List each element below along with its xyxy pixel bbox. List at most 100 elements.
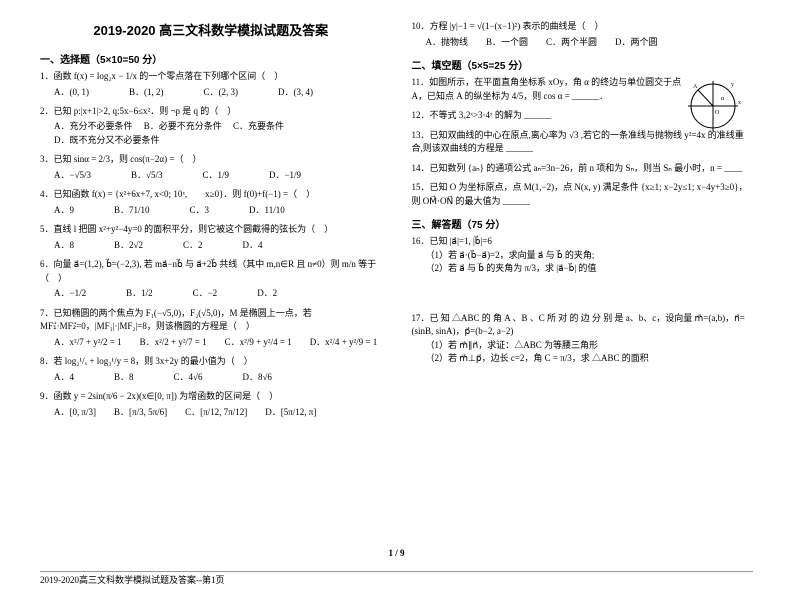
q7-text: 7．已知椭圆的两个焦点为 F₁(−√5,0)，F₂(√5,0)，M 是椭圆上一点… [40, 307, 382, 334]
q2-opt-c: C．充要条件 [233, 121, 284, 131]
section1-header: 一、选择题（5×10=50 分） [40, 51, 382, 66]
question-9: 9．函数 y = 2sin(π/6 − 2x)(x∈[0, π]) 为增函数的区… [40, 390, 382, 419]
q8-text: 8．若 log₂¹/ₓ + log₃¹/y = 8，则 3x+2y 的最小值为（… [40, 355, 382, 369]
q9-options: A．[0, π/3] B．[π/3, 5π/6] C．[π/12, 7π/12]… [54, 406, 382, 420]
q16-sub1: （1）若 a⃗·(b⃗−a⃗)=2，求向量 a⃗ 与 b⃗ 的夹角; [426, 249, 754, 263]
q9-opt-d: D．[5π/12, π] [265, 406, 316, 420]
q2-text: 2．已知 p:|x+1|>2, q:5x−6≤x²．则 ¬p 是 q 的（ ） [40, 105, 382, 119]
unit-circle-icon: y x O α A [683, 76, 743, 136]
question-11: 11．如图所示，在平面直角坐标系 xOy，角 α 的终边与单位圆交于点 A，已知… [412, 76, 754, 103]
q4-options: A．9 B．71/10 C．3 D．11/10 [54, 204, 382, 218]
question-2: 2．已知 p:|x+1|>2, q:5x−6≤x²．则 ¬p 是 q 的（ ） … [40, 105, 382, 147]
q10-opt-a: A．抛物线 [426, 36, 469, 50]
q3-options: A．−√5/3 B．√5/3 C．1/9 D．−1/9 [54, 169, 382, 183]
q10-opt-d: D．两个圆 [615, 36, 658, 50]
svg-text:α: α [721, 96, 725, 102]
q16-sub2: （2）若 a⃗ 与 b⃗ 的夹角为 π/3，求 |a⃗−b⃗| 的值 [426, 262, 754, 276]
q3-opt-a: A．−√5/3 [54, 169, 91, 183]
q5-opt-d: D．4 [242, 239, 262, 253]
q9-opt-a: A．[0, π/3] [54, 406, 96, 420]
q6-opt-b: B．1/2 [126, 287, 153, 301]
main-title: 2019-2020 高三文科数学模拟试题及答案 [40, 20, 382, 39]
q5-opt-b: B．2√2 [114, 239, 143, 253]
question-16: 16．已知 |a⃗|=1, |b⃗|=6 （1）若 a⃗·(b⃗−a⃗)=2，求… [412, 235, 754, 276]
q8-opt-d: D．8√6 [242, 371, 271, 385]
q8-opt-a: A．4 [54, 371, 74, 385]
q4-opt-b: B．71/10 [114, 204, 150, 218]
q6-opt-a: A．−1/2 [54, 287, 86, 301]
q4-opt-a: A．9 [54, 204, 74, 218]
q6-opt-d: D．2 [257, 287, 277, 301]
q6-text: 6．向量 a⃗=(1,2), b⃗=(−2,3), 若 ma⃗−nb⃗ 与 a⃗… [40, 258, 382, 285]
q7-opt-a: A．x²/7 + y²/2 = 1 [54, 336, 122, 350]
q7-opt-d: D．x²/4 + y²/9 = 1 [310, 336, 378, 350]
q10-options: A．抛物线 B．一个圆 C．两个半圆 D．两个圆 [426, 36, 754, 50]
q8-opt-c: C．4√6 [174, 371, 203, 385]
q8-options: A．4 B．8 C．4√6 D．8√6 [54, 371, 382, 385]
question-1: 1．函数 f(x) = log₂x − 1/x 的一个零点落在下列哪个区间（ ）… [40, 70, 382, 99]
q2-opt-b: B．必要不充分条件 [144, 121, 222, 131]
q2-options: A．充分不必要条件 B．必要不充分条件 C．充要条件 D．既不充分又不必要条件 [54, 119, 382, 148]
q5-opt-a: A．8 [54, 239, 74, 253]
left-column: 2019-2020 高三文科数学模拟试题及答案 一、选择题（5×10=50 分）… [40, 20, 382, 425]
q1-opt-d: D．(3, 4) [278, 86, 313, 100]
q10-opt-c: C．两个半圆 [546, 36, 597, 50]
q6-opt-c: C．−2 [193, 287, 218, 301]
q5-opt-c: C．2 [183, 239, 203, 253]
question-4: 4．已知函数 f(x) = {x²+6x+7, x<0; 10ˣ, x≥0}．则… [40, 188, 382, 217]
q1-text: 1．函数 f(x) = log₂x − 1/x 的一个零点落在下列哪个区间（ ） [40, 70, 382, 84]
q10-opt-b: B．一个圆 [486, 36, 528, 50]
q7-options: A．x²/7 + y²/2 = 1 B．x²/2 + y²/7 = 1 C．x²… [54, 336, 382, 350]
q14-text: 14．已知数列 {aₙ} 的通项公式 aₙ=3n−26，前 n 项和为 Sₙ，则… [412, 162, 754, 176]
question-10: 10．方程 |y|−1 = √(1−(x−1)²) 表示的曲线是（ ） A．抛物… [412, 20, 754, 49]
question-6: 6．向量 a⃗=(1,2), b⃗=(−2,3), 若 ma⃗−nb⃗ 与 a⃗… [40, 258, 382, 301]
q7-opt-c: C．x²/9 + y²/4 = 1 [225, 336, 292, 350]
question-14: 14．已知数列 {aₙ} 的通项公式 aₙ=3n−26，前 n 项和为 Sₙ，则… [412, 162, 754, 176]
q3-opt-d: D．−1/9 [269, 169, 301, 183]
question-5: 5．直线 l 把圆 x²+y²−4y=0 的面积平分，则它被这个圆截得的弦长为（… [40, 223, 382, 252]
q3-text: 3．已知 sinα = 2/3，则 cos(π−2α) =（ ） [40, 153, 382, 167]
footer-divider [40, 571, 753, 572]
q7-opt-b: B．x²/2 + y²/7 = 1 [140, 336, 207, 350]
footer-text: 2019-2020高三文科数学模拟试题及答案--第1页 [40, 573, 225, 586]
q1-options: A．(0, 1) B．(1, 2) C．(2, 3) D．(3, 4) [54, 86, 382, 100]
q1-opt-b: B．(1, 2) [129, 86, 164, 100]
q3-opt-b: B．√5/3 [131, 169, 162, 183]
page-number: 1 / 9 [388, 548, 404, 558]
right-column: 10．方程 |y|−1 = √(1−(x−1)²) 表示的曲线是（ ） A．抛物… [412, 20, 754, 425]
q5-options: A．8 B．2√2 C．2 D．4 [54, 239, 382, 253]
svg-text:A: A [693, 84, 698, 90]
q10-text: 10．方程 |y|−1 = √(1−(x−1)²) 表示的曲线是（ ） [412, 20, 754, 34]
q9-text: 9．函数 y = 2sin(π/6 − 2x)(x∈[0, π]) 为增函数的区… [40, 390, 382, 404]
q4-opt-c: C．3 [190, 204, 210, 218]
q3-opt-c: C．1/9 [202, 169, 229, 183]
q1-opt-c: C．(2, 3) [204, 86, 239, 100]
q17-text: 17．已 知 △ABC 的 角 A 、B 、C 所 对 的 边 分 别 是 a、… [412, 312, 754, 339]
svg-text:y: y [731, 82, 734, 88]
q6-options: A．−1/2 B．1/2 C．−2 D．2 [54, 287, 382, 301]
q8-opt-b: B．8 [114, 371, 134, 385]
q11-text: 11．如图所示，在平面直角坐标系 xOy，角 α 的终边与单位圆交于点 A，已知… [412, 76, 684, 103]
q15-text: 15．已知 O 为坐标原点，点 M(1,−2)，点 N(x, y) 满足条件 {… [412, 181, 754, 208]
question-8: 8．若 log₂¹/ₓ + log₃¹/y = 8，则 3x+2y 的最小值为（… [40, 355, 382, 384]
q9-opt-b: B．[π/3, 5π/6] [114, 406, 167, 420]
q4-opt-d: D．11/10 [249, 204, 285, 218]
unit-circle-diagram: y x O α A [683, 76, 743, 136]
question-17: 17．已 知 △ABC 的 角 A 、B 、C 所 对 的 边 分 别 是 a、… [412, 312, 754, 366]
q17-sub2: （2）若 m⃗⊥p⃗，边长 c=2，角 C = π/3，求 △ABC 的面积 [426, 352, 754, 366]
q2-opt-a: A．充分不必要条件 [54, 121, 133, 131]
q5-text: 5．直线 l 把圆 x²+y²−4y=0 的面积平分，则它被这个圆截得的弦长为（… [40, 223, 382, 237]
q17-sub1: （1）若 m⃗∥n⃗，求证：△ABC 为等腰三角形 [426, 339, 754, 353]
svg-text:O: O [715, 110, 720, 116]
q9-opt-c: C．[π/12, 7π/12] [185, 406, 247, 420]
question-7: 7．已知椭圆的两个焦点为 F₁(−√5,0)，F₂(√5,0)，M 是椭圆上一点… [40, 307, 382, 350]
q2-opt-d: D．既不充分又不必要条件 [54, 135, 160, 145]
q16-text: 16．已知 |a⃗|=1, |b⃗|=6 [412, 235, 754, 249]
question-15: 15．已知 O 为坐标原点，点 M(1,−2)，点 N(x, y) 满足条件 {… [412, 181, 754, 208]
section3-header: 三、解答题（75 分） [412, 216, 754, 231]
svg-text:x: x [738, 100, 741, 106]
q4-text: 4．已知函数 f(x) = {x²+6x+7, x<0; 10ˣ, x≥0}．则… [40, 188, 382, 202]
question-3: 3．已知 sinα = 2/3，则 cos(π−2α) =（ ） A．−√5/3… [40, 153, 382, 182]
q1-opt-a: A．(0, 1) [54, 86, 89, 100]
section2-header: 二、填空题（5×5=25 分） [412, 57, 754, 72]
